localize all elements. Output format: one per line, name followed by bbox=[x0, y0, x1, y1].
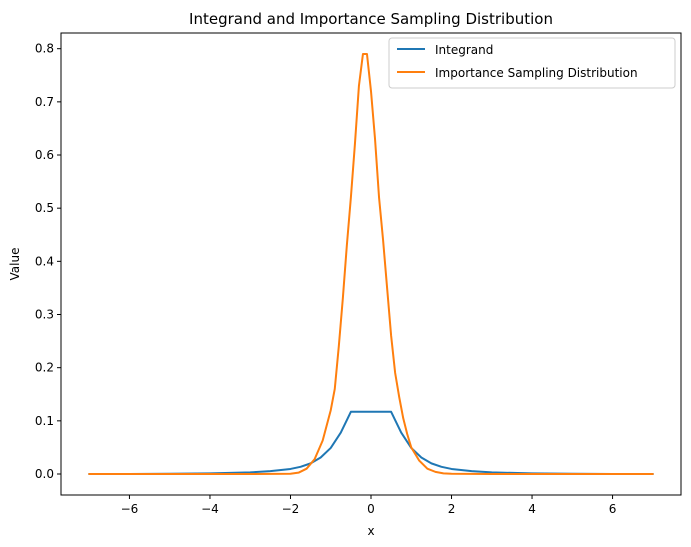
legend-label-importance-sampling: Importance Sampling Distribution bbox=[435, 66, 638, 80]
legend-box bbox=[388, 37, 676, 89]
x-tick-label: −6 bbox=[121, 502, 139, 516]
data-series bbox=[88, 53, 654, 475]
y-tick-label: 0.2 bbox=[35, 361, 54, 375]
x-tick-label: 4 bbox=[528, 502, 536, 516]
y-tick-label: 0.1 bbox=[35, 414, 54, 428]
y-tick-label: 0.8 bbox=[35, 42, 54, 56]
x-axis-label: x bbox=[367, 524, 374, 538]
y-axis-label: Value bbox=[8, 248, 22, 281]
legend: Integrand Importance Sampling Distributi… bbox=[388, 37, 676, 89]
y-tick-label: 0.4 bbox=[35, 254, 54, 268]
legend-label-integrand: Integrand bbox=[435, 43, 493, 57]
x-tick-label: −2 bbox=[282, 502, 300, 516]
axis-ticks: −6 −4 −2 0 2 4 6 0.0 0.1 0.2 0.3 0.4 0.5 0.6 0.7 0.8 bbox=[35, 42, 616, 516]
y-tick-label: 0.6 bbox=[35, 148, 54, 162]
series-line-integrand bbox=[88, 410, 654, 475]
axes-frame bbox=[60, 32, 682, 496]
chart-title: Integrand and Importance Sampling Distri… bbox=[189, 10, 553, 28]
series-line-importance-sampling-distribution bbox=[88, 53, 654, 475]
y-tick-label: 0.5 bbox=[35, 201, 54, 215]
y-tick-label: 0.0 bbox=[35, 467, 54, 481]
x-tick-label: 6 bbox=[609, 502, 617, 516]
x-tick-label: −4 bbox=[201, 502, 219, 516]
y-tick-label: 0.7 bbox=[35, 95, 54, 109]
x-tick-label: 0 bbox=[367, 502, 375, 516]
x-tick-label: 2 bbox=[448, 502, 456, 516]
y-tick-label: 0.3 bbox=[35, 308, 54, 322]
